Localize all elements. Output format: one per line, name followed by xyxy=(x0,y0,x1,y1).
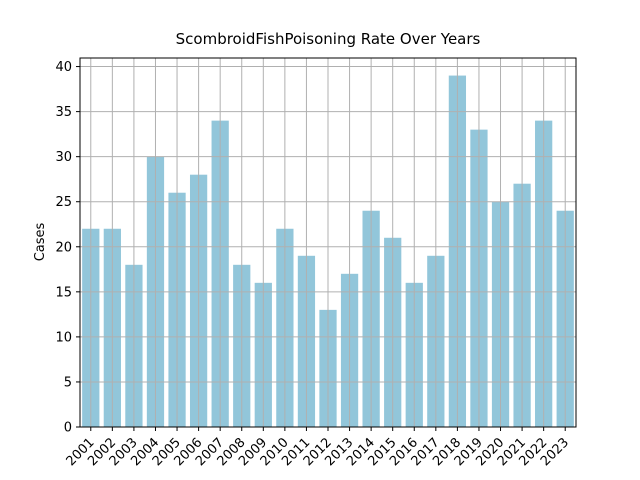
y-tick-label: 40 xyxy=(55,60,72,75)
plot-frame xyxy=(79,57,577,428)
y-tick-label: 25 xyxy=(55,195,72,210)
y-tick-label: 30 xyxy=(55,150,72,165)
chart-title: ScombroidFishPoisoning Rate Over Years xyxy=(176,30,481,48)
y-tick-label: 5 xyxy=(64,375,72,390)
y-tick-label: 15 xyxy=(55,285,72,300)
y-tick-label: 20 xyxy=(55,240,72,255)
y-tick-label: 0 xyxy=(64,421,72,436)
y-tick-label: 35 xyxy=(55,105,72,120)
y-axis-label: Cases xyxy=(33,222,48,261)
y-tick-label: 10 xyxy=(55,330,72,345)
